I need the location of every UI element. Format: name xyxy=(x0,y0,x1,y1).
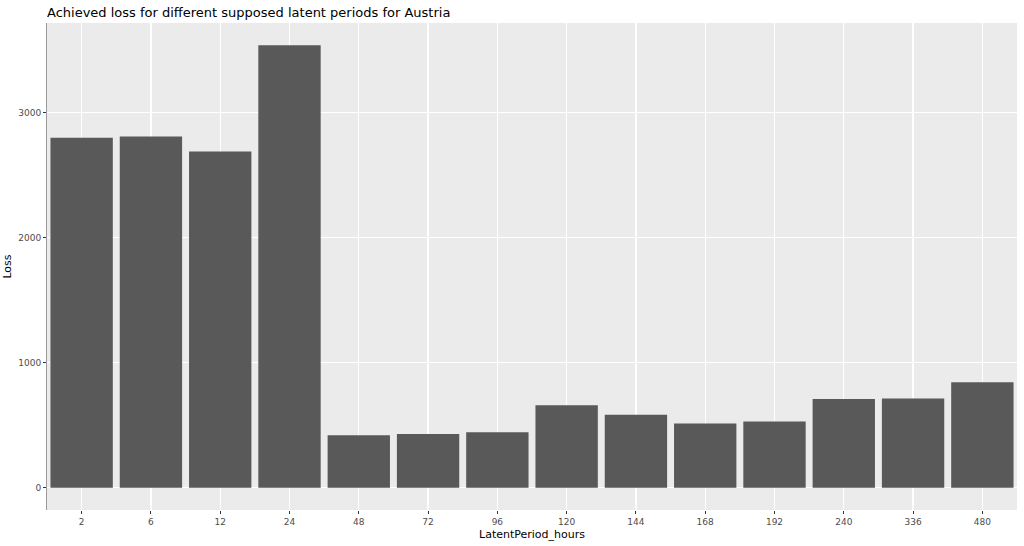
svg-text:48: 48 xyxy=(353,517,365,527)
svg-text:24: 24 xyxy=(284,517,296,527)
svg-text:0: 0 xyxy=(35,483,41,493)
svg-text:Loss: Loss xyxy=(1,254,14,278)
svg-text:3000: 3000 xyxy=(18,108,41,118)
svg-text:336: 336 xyxy=(904,517,921,527)
svg-text:2: 2 xyxy=(79,517,85,527)
svg-text:96: 96 xyxy=(492,517,504,527)
svg-text:144: 144 xyxy=(627,517,644,527)
svg-text:LatentPeriod_hours: LatentPeriod_hours xyxy=(479,528,585,541)
svg-text:480: 480 xyxy=(974,517,991,527)
svg-text:120: 120 xyxy=(558,517,575,527)
svg-text:168: 168 xyxy=(697,517,714,527)
svg-text:2000: 2000 xyxy=(18,233,41,243)
svg-text:Achieved loss for different su: Achieved loss for different supposed lat… xyxy=(47,5,450,20)
svg-text:72: 72 xyxy=(422,517,433,527)
svg-text:240: 240 xyxy=(835,517,852,527)
svg-text:6: 6 xyxy=(148,517,154,527)
svg-text:192: 192 xyxy=(766,517,783,527)
svg-text:12: 12 xyxy=(214,517,225,527)
svg-text:1000: 1000 xyxy=(18,358,41,368)
